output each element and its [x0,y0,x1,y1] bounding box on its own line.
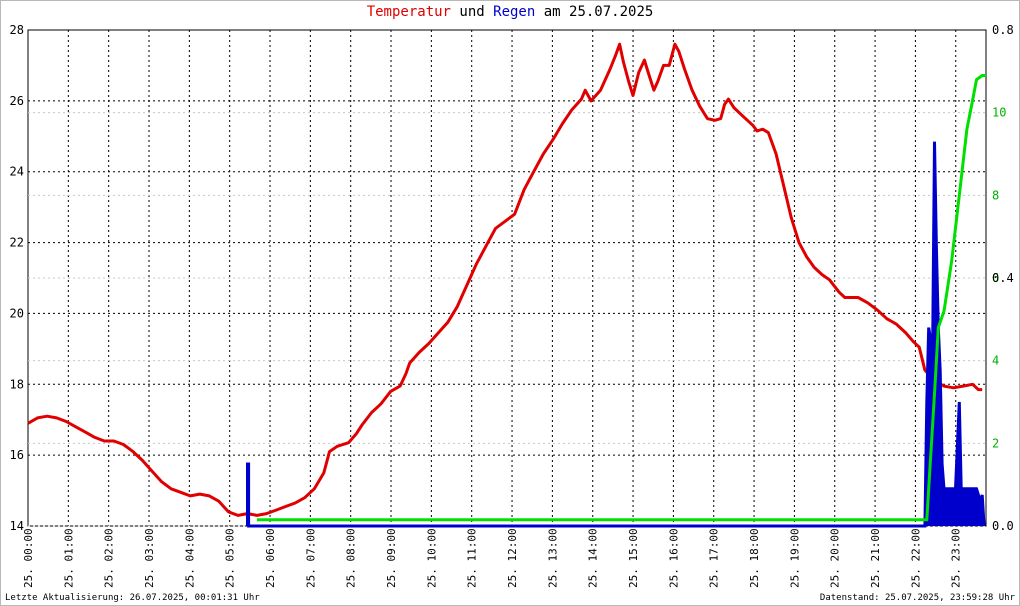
title-date: am 25.07.2025 [535,4,654,20]
x-tick-label: 25. 16:00 [667,528,680,588]
x-tick-label: 25. 22:00 [909,528,922,588]
y-left-tick-label: 26 [10,94,24,108]
y-right-tick-label: 0.0 [992,519,1014,533]
title-and: und [450,4,494,20]
series-rain-sum [257,74,986,522]
y-right-tick-label: 0.4 [992,271,1014,285]
y-left-tick-label: 22 [10,236,24,250]
y-right-tick-label: 2 [992,436,999,450]
y-left-tick-label: 14 [10,519,24,533]
footer-data-status: Datenstand: 25.07.2025, 23:59:28 Uhr [819,593,1015,603]
title-rain: Regen [493,4,536,20]
x-tick-label: 25. 01:00 [62,528,75,588]
x-tick-label: 25. 09:00 [385,528,398,588]
x-tick-label: 25. 14:00 [587,528,600,588]
series-rain-fill [924,141,985,526]
y-right-tick-label: 10 [992,106,1006,120]
y-right-tick-label: 4 [992,354,999,368]
y-left-tick-label: 20 [10,306,24,320]
chart-title: Temperatur und Regen am 25.07.2025 [0,4,1020,20]
y-left-tick-label: 18 [10,377,24,391]
x-tick-label: 25. 05:00 [224,528,237,588]
x-tick-label: 25. 15:00 [627,528,640,588]
y-left-tick-label: 16 [10,448,24,462]
plot-border [27,29,987,527]
x-tick-label: 25. 23:00 [950,528,963,588]
series-rain [246,141,986,528]
x-tick-label: 25. 12:00 [506,528,519,588]
x-tick-label: 25. 07:00 [304,528,317,588]
x-tick-label: 25. 04:00 [183,528,196,588]
y-left-tick-label: 28 [10,23,24,37]
footer-last-update: Letzte Aktualisierung: 26.07.2025, 00:01… [5,593,260,603]
x-tick-label: 25. 03:00 [143,528,156,588]
x-tick-label: 25. 10:00 [425,528,438,588]
title-temperature: Temperatur [366,4,451,20]
x-tick-label: 25. 11:00 [466,528,479,588]
x-tick-label: 25. 00:00 [22,528,35,588]
y-right-tick-label: 0.8 [992,23,1014,37]
x-tick-label: 25. 13:00 [546,528,559,588]
x-tick-label: 25. 20:00 [829,528,842,588]
y-right-tick-label: 8 [992,188,999,202]
x-tick-label: 25. 19:00 [788,528,801,588]
x-tick-label: 25. 21:00 [869,528,882,588]
y-right-tick-label: 6 [992,271,999,285]
x-tick-label: 25. 18:00 [748,528,761,588]
x-tick-label: 25. 02:00 [103,528,116,588]
y-left-tick-label: 24 [10,165,24,179]
x-tick-label: 25. 17:00 [708,528,721,588]
series-temperature [27,42,983,517]
x-tick-label: 25. 08:00 [345,528,358,588]
x-tick-label: 25. 06:00 [264,528,277,588]
